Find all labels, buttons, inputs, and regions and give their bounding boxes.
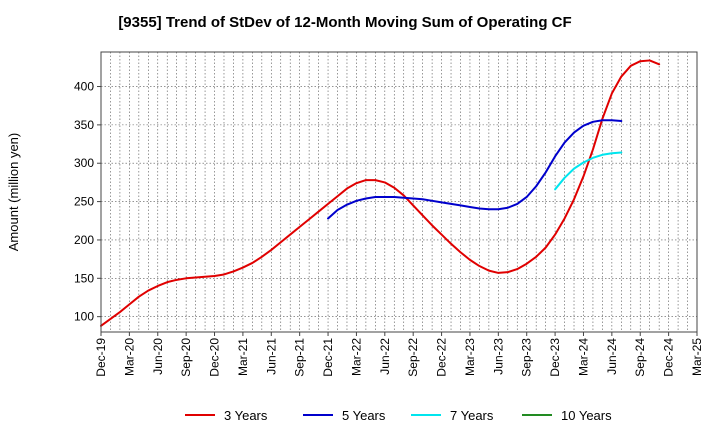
x-tick-label: Mar-22 <box>349 338 363 376</box>
series-line-3-years <box>100 59 661 327</box>
plot-border <box>100 51 698 333</box>
x-tick-label: Mar-21 <box>236 338 250 376</box>
x-tick-label: Jun-24 <box>605 338 619 375</box>
y-tick-label: 250 <box>74 195 94 209</box>
x-tick-label: Jun-23 <box>491 338 505 375</box>
x-tick-label: Dec-19 <box>94 338 108 377</box>
series-line-5-years <box>327 119 623 220</box>
x-tick-label: Sep-24 <box>633 338 647 377</box>
y-ticks: 100 150 200 250 300 350 400 <box>74 80 101 324</box>
legend: 3 Years 5 Years 7 Years 10 Years <box>185 408 612 423</box>
legend-label: 10 Years <box>561 408 612 423</box>
grid <box>100 52 698 332</box>
x-tick-label: Sep-21 <box>293 338 307 377</box>
x-tick-label: Jun-21 <box>264 338 278 375</box>
series-line-7-years <box>554 151 623 191</box>
x-tick-label: Dec-23 <box>548 338 562 377</box>
x-ticks: Dec-19 Mar-20 Jun-20 Sep-20 Dec-20 Mar-21 Jun-… <box>94 332 704 377</box>
x-tick-label: Mar-25 <box>690 338 704 376</box>
x-tick-label: Dec-22 <box>435 338 449 377</box>
y-tick-label: 350 <box>74 118 94 132</box>
x-tick-label: Dec-20 <box>208 338 222 377</box>
x-tick-label: Sep-23 <box>520 338 534 377</box>
y-tick-label: 300 <box>74 156 94 170</box>
x-tick-label: Mar-23 <box>463 338 477 376</box>
chart-title: [9355] Trend of StDev of 12-Month Moving… <box>118 14 571 31</box>
y-tick-label: 400 <box>74 80 94 94</box>
y-tick-label: 150 <box>74 271 94 285</box>
x-tick-label: Sep-22 <box>406 338 420 377</box>
legend-label: 3 Years <box>224 408 268 423</box>
y-axis-label: Amount (million yen) <box>6 133 21 252</box>
x-tick-label: Dec-21 <box>321 338 335 377</box>
x-tick-label: Jun-22 <box>378 338 392 375</box>
legend-label: 5 Years <box>342 408 386 423</box>
legend-label: 7 Years <box>450 408 494 423</box>
x-tick-label: Mar-20 <box>122 338 136 376</box>
y-tick-label: 200 <box>74 233 94 247</box>
y-tick-label: 100 <box>74 310 94 324</box>
x-tick-label: Sep-20 <box>179 338 193 377</box>
x-tick-label: Dec-24 <box>662 338 676 377</box>
x-tick-label: Jun-20 <box>151 338 165 375</box>
x-tick-label: Mar-24 <box>576 338 590 376</box>
series-lines <box>100 59 661 327</box>
